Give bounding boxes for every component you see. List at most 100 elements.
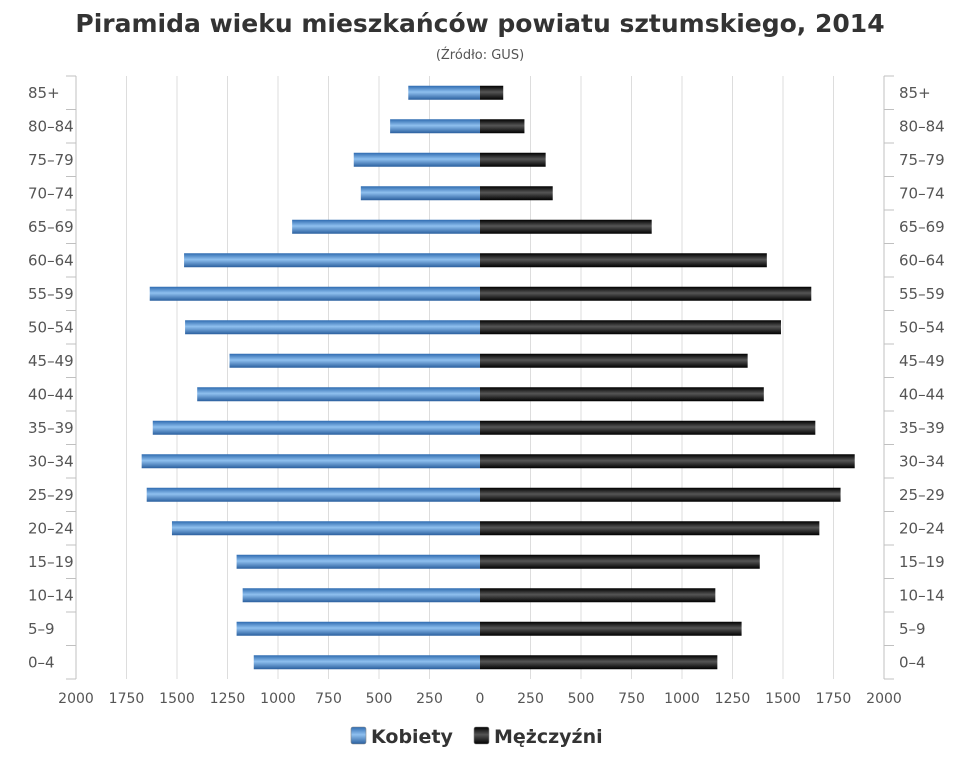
x-tick-label: 1000	[260, 691, 296, 707]
bar-kobiety	[253, 655, 480, 670]
bar-kobiety	[149, 286, 481, 301]
bar-mezczyzni	[480, 454, 855, 469]
category-label-right: 0–4	[899, 653, 926, 671]
bar-mezczyzni	[480, 621, 742, 636]
x-tick-label: 1750	[816, 691, 852, 707]
bar-mezczyzni	[480, 119, 525, 134]
bar-kobiety	[141, 454, 480, 469]
x-tick-label: 250	[517, 691, 544, 707]
category-label-left: 10–14	[28, 586, 74, 604]
bar-kobiety	[197, 387, 480, 402]
x-tick-label: 750	[618, 691, 645, 707]
bar-kobiety	[390, 119, 480, 134]
bar-kobiety	[152, 420, 480, 435]
legend-label: Kobiety	[371, 726, 454, 748]
category-label-right: 70–74	[899, 184, 945, 202]
bar-kobiety	[353, 152, 480, 167]
bar-kobiety	[408, 85, 480, 100]
category-labels: 85+ 85+ 80–84 80–84 75–79 75–79 70–74 70–74 65–6…	[28, 84, 945, 672]
category-label-right: 35–39	[899, 419, 945, 437]
category-label-left: 0–4	[28, 653, 55, 671]
category-label-right: 50–54	[899, 318, 945, 336]
category-label-left: 30–34	[28, 452, 74, 470]
bar-kobiety	[242, 588, 480, 603]
category-label-right: 60–64	[899, 251, 945, 269]
category-label-left: 85+	[28, 84, 60, 102]
category-label-left: 20–24	[28, 519, 74, 537]
bar-kobiety	[184, 253, 480, 268]
axes	[66, 75, 894, 680]
category-label-right: 80–84	[899, 117, 945, 135]
bar-kobiety	[292, 219, 480, 234]
bar-mezczyzni	[480, 588, 716, 603]
category-label-right: 10–14	[899, 586, 945, 604]
bar-kobiety	[360, 186, 480, 201]
category-label-left: 15–19	[28, 553, 74, 571]
x-tick-label: 1250	[715, 691, 751, 707]
bar-kobiety	[229, 353, 480, 368]
x-tick-label: 0	[476, 691, 485, 707]
bar-mezczyzni	[480, 655, 718, 670]
category-label-left: 35–39	[28, 419, 74, 437]
category-label-right: 55–59	[899, 285, 945, 303]
x-tick-label: 1000	[664, 691, 700, 707]
category-label-left: 45–49	[28, 352, 74, 370]
x-tick-label: 1500	[765, 691, 801, 707]
bar-mezczyzni	[480, 387, 764, 402]
category-label-left: 50–54	[28, 318, 74, 336]
bar-mezczyzni	[480, 521, 820, 536]
x-tick-label: 1750	[109, 691, 145, 707]
bar-mezczyzni	[480, 85, 504, 100]
category-label-right: 30–34	[899, 452, 945, 470]
x-tick-labels: 2000 1750 1500 1250 1000 750 500 250 0 250 500 750 1…	[58, 691, 902, 707]
category-label-right: 15–19	[899, 553, 945, 571]
legend-swatch	[473, 726, 490, 745]
category-label-left: 80–84	[28, 117, 74, 135]
bar-mezczyzni	[480, 420, 816, 435]
category-label-left: 55–59	[28, 285, 74, 303]
category-label-left: 60–64	[28, 251, 74, 269]
x-tick-label: 2000	[58, 691, 94, 707]
x-tick-label: 750	[315, 691, 342, 707]
bar-mezczyzni	[480, 353, 748, 368]
bar-mezczyzni	[480, 320, 781, 335]
bar-kobiety	[236, 621, 480, 636]
category-label-left: 40–44	[28, 385, 74, 403]
bar-mezczyzni	[480, 253, 767, 268]
bar-kobiety	[146, 487, 480, 502]
x-tick-label: 2000	[866, 691, 902, 707]
legend-label: Mężczyźni	[494, 726, 603, 748]
bar-kobiety	[171, 521, 480, 536]
bar-mezczyzni	[480, 286, 812, 301]
category-label-right: 5–9	[899, 620, 926, 638]
chart-title: Piramida wieku mieszkańców powiatu sztum…	[75, 9, 884, 38]
category-label-left: 25–29	[28, 486, 74, 504]
x-tick-label: 500	[366, 691, 393, 707]
bar-kobiety	[185, 320, 480, 335]
legend: Kobiety Mężczyźni	[350, 726, 603, 748]
bar-mezczyzni	[480, 152, 546, 167]
x-tick-label: 500	[568, 691, 595, 707]
category-label-right: 45–49	[899, 352, 945, 370]
x-tick-label: 1250	[210, 691, 246, 707]
category-label-left: 70–74	[28, 184, 74, 202]
bar-kobiety	[236, 554, 480, 569]
category-label-left: 65–69	[28, 218, 74, 236]
chart-subtitle: (Źródło: GUS)	[436, 47, 524, 63]
category-label-right: 65–69	[899, 218, 945, 236]
category-label-left: 5–9	[28, 620, 55, 638]
bar-mezczyzni	[480, 186, 553, 201]
category-label-right: 25–29	[899, 486, 945, 504]
bar-mezczyzni	[480, 219, 652, 234]
bars	[141, 85, 855, 670]
category-label-right: 85+	[899, 84, 931, 102]
bar-mezczyzni	[480, 487, 841, 502]
bar-mezczyzni	[480, 554, 760, 569]
x-tick-label: 1500	[159, 691, 195, 707]
category-label-right: 20–24	[899, 519, 945, 537]
category-label-right: 75–79	[899, 151, 945, 169]
category-label-left: 75–79	[28, 151, 74, 169]
legend-swatch	[350, 726, 367, 745]
x-tick-label: 250	[416, 691, 443, 707]
